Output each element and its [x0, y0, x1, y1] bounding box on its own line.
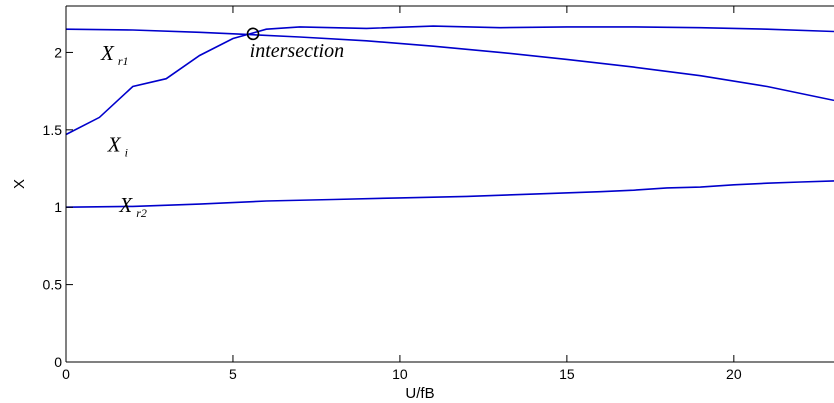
y-tick-label: 0 [54, 354, 62, 370]
y-tick-label: 2 [54, 44, 62, 60]
y-tick-label: 0.5 [43, 277, 63, 293]
plot-lines [65, 25, 834, 208]
x-tick-label: 10 [392, 366, 408, 382]
x-tick-label: 0 [62, 366, 70, 382]
series-line-xr1 [65, 28, 834, 102]
x-tick-label: 5 [229, 366, 237, 382]
y-tick-label: 1.5 [43, 122, 63, 138]
x-axis-label: U/fB [405, 385, 434, 402]
y-axis-label: X [11, 179, 28, 189]
x-tick-label: 15 [559, 366, 575, 382]
annotation-intersection: intersection [250, 40, 344, 62]
plot-axes: 0 5 10 15 20 0 0.5 1 1.5 2 U/fB X [11, 5, 834, 402]
y-tick-label: 1 [54, 199, 62, 215]
series-line-xi [65, 25, 834, 136]
intersection-marker [246, 27, 260, 41]
x-tick-label: 20 [726, 366, 742, 382]
series-line-xr2 [65, 180, 834, 208]
